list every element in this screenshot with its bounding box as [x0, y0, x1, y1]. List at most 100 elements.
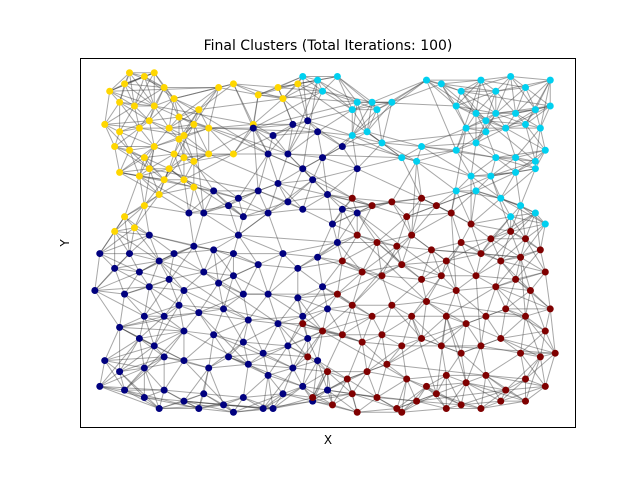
graph-edge	[505, 389, 526, 402]
graph-edge	[381, 131, 486, 144]
graph-edge	[282, 90, 323, 100]
graph-edge	[173, 98, 195, 125]
graph-edge	[480, 316, 487, 346]
graph-edge	[252, 94, 259, 125]
graph-edge	[401, 264, 442, 277]
data-point-cluster-3	[205, 364, 213, 372]
graph-edge	[381, 315, 412, 336]
graph-edge	[173, 98, 200, 111]
graph-edge	[164, 312, 199, 317]
graph-edge	[435, 316, 447, 394]
graph-edge	[203, 249, 215, 273]
graph-edge	[337, 76, 373, 103]
graph-edge	[485, 316, 502, 339]
graph-edge	[124, 286, 150, 295]
graph-edge	[277, 323, 308, 339]
graph-edge	[525, 378, 546, 387]
graph-edge	[480, 79, 526, 89]
graph-edge	[277, 297, 299, 324]
graph-edge	[475, 127, 506, 144]
graph-edge	[515, 257, 522, 280]
data-point-cluster-3	[324, 386, 331, 394]
plot-frame	[80, 58, 576, 428]
graph-edge	[267, 294, 279, 324]
graph-edge	[312, 334, 343, 398]
graph-edge	[208, 367, 225, 406]
graph-edge	[183, 153, 209, 159]
graph-edge	[534, 79, 551, 110]
graph-edge	[213, 308, 225, 335]
data-point-cluster-2	[378, 139, 386, 147]
graph-edge	[138, 338, 145, 369]
graph-edge	[534, 212, 541, 250]
graph-edge	[426, 374, 447, 387]
data-point-cluster-3	[264, 290, 272, 298]
graph-edge	[391, 279, 422, 306]
graph-edge	[99, 234, 150, 255]
graph-edge	[356, 205, 373, 236]
graph-edge	[114, 231, 130, 254]
graph-edge	[307, 356, 328, 373]
graph-edge	[475, 142, 516, 159]
graph-edge	[445, 375, 462, 406]
data-point-cluster-3	[264, 371, 272, 379]
data-point-cluster-3	[175, 301, 183, 309]
graph-edge	[119, 371, 145, 398]
graph-edge	[455, 127, 467, 151]
graph-edge	[139, 175, 165, 181]
data-point-cluster-4	[482, 371, 490, 379]
graph-edge	[272, 400, 313, 410]
graph-edge	[416, 400, 447, 410]
graph-edge	[139, 260, 160, 273]
graph-edge	[168, 168, 244, 218]
graph-edge	[525, 356, 541, 402]
data-point-cluster-3	[145, 231, 153, 239]
graph-edge	[520, 352, 546, 387]
graph-edge	[332, 223, 358, 236]
graph-edge	[178, 138, 195, 162]
data-point-cluster-3	[299, 165, 307, 173]
graph-edge	[198, 293, 244, 314]
graph-edge	[322, 157, 358, 170]
data-point-cluster-1	[121, 80, 129, 88]
data-point-cluster-3	[244, 316, 252, 324]
data-point-cluster-2	[541, 146, 549, 154]
graph-edge	[485, 120, 526, 125]
graph-edge	[431, 242, 462, 251]
graph-edge	[144, 396, 184, 402]
graph-edge	[441, 323, 467, 347]
graph-edge	[267, 153, 303, 170]
data-point-cluster-2	[388, 98, 396, 106]
graph-edge	[470, 223, 492, 240]
graph-edge	[426, 301, 447, 317]
graph-edge	[500, 197, 546, 225]
data-point-cluster-4	[502, 305, 510, 313]
graph-edge	[416, 400, 462, 406]
data-point-cluster-4	[536, 246, 544, 254]
graph-edge	[465, 120, 487, 129]
graph-edge	[193, 212, 205, 247]
data-point-cluster-3	[269, 131, 277, 139]
graph-edge	[426, 386, 447, 409]
graph-edge	[307, 109, 353, 122]
graph-edge	[430, 249, 442, 276]
graph-edge	[243, 374, 269, 398]
graph-edge	[505, 385, 546, 391]
graph-edge	[351, 109, 378, 136]
graph-edge	[485, 374, 506, 391]
graph-edge	[253, 123, 293, 129]
graph-edge	[237, 234, 259, 265]
graph-edge	[258, 264, 298, 269]
graph-edge	[233, 275, 269, 295]
graph-edge	[143, 316, 155, 346]
graph-edge	[356, 212, 403, 265]
graph-edge	[495, 90, 516, 114]
graph-edge	[332, 393, 353, 406]
graph-edge	[426, 79, 457, 107]
graph-edge	[148, 98, 175, 122]
graph-edge	[154, 105, 254, 125]
data-point-cluster-4	[368, 312, 376, 320]
data-point-cluster-1	[279, 95, 287, 103]
graph-edge	[198, 83, 234, 111]
graph-edge	[426, 275, 442, 302]
